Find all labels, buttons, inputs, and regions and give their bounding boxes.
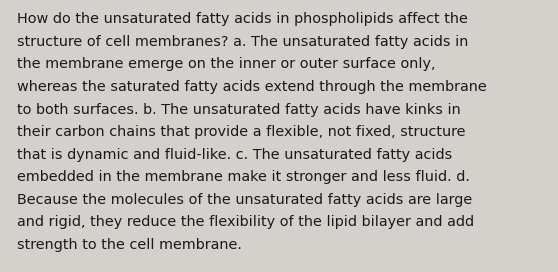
Text: strength to the cell membrane.: strength to the cell membrane. [17, 238, 242, 252]
Text: their carbon chains that provide a flexible, not fixed, structure: their carbon chains that provide a flexi… [17, 125, 465, 139]
Text: embedded in the membrane make it stronger and less fluid. d.: embedded in the membrane make it stronge… [17, 170, 470, 184]
Text: Because the molecules of the unsaturated fatty acids are large: Because the molecules of the unsaturated… [17, 193, 472, 207]
Text: and rigid, they reduce the flexibility of the lipid bilayer and add: and rigid, they reduce the flexibility o… [17, 215, 474, 229]
Text: to both surfaces. b. The unsaturated fatty acids have kinks in: to both surfaces. b. The unsaturated fat… [17, 103, 460, 116]
Text: structure of cell membranes? a. The unsaturated fatty acids in: structure of cell membranes? a. The unsa… [17, 35, 468, 49]
Text: that is dynamic and fluid-like. c. The unsaturated fatty acids: that is dynamic and fluid-like. c. The u… [17, 148, 452, 162]
Text: the membrane emerge on the inner or outer surface only,: the membrane emerge on the inner or oute… [17, 57, 435, 71]
Text: whereas the saturated fatty acids extend through the membrane: whereas the saturated fatty acids extend… [17, 80, 487, 94]
Text: How do the unsaturated fatty acids in phospholipids affect the: How do the unsaturated fatty acids in ph… [17, 12, 468, 26]
